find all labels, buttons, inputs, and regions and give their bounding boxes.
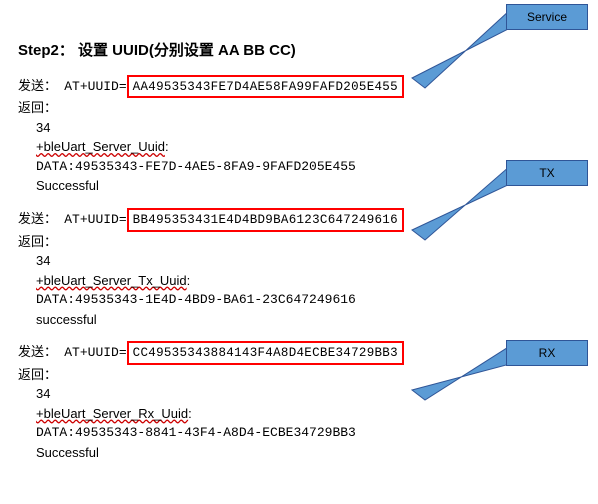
- uuid-block-service: 发送： AT+UUID=AA49535343FE7D4AE58FA99FAFD2…: [18, 75, 590, 196]
- uuid-redbox-service: AA49535343FE7D4AE58FA99FAFD205E455: [127, 75, 404, 99]
- send-label: 发送：: [18, 344, 57, 359]
- callout-rx: RX: [506, 340, 588, 366]
- return-34: 34: [36, 118, 590, 138]
- colon: :: [165, 139, 169, 154]
- response-success-2: successful: [36, 310, 590, 330]
- response-label-3: +bleUart_Server_Rx_Uuid: [36, 406, 188, 421]
- response-success-3: Successful: [36, 443, 590, 463]
- response-label-2: +bleUart_Server_Tx_Uuid: [36, 273, 187, 288]
- callout-service: Service: [506, 4, 588, 30]
- cmd-prefix: AT+UUID=: [64, 212, 126, 227]
- colon: :: [188, 406, 192, 421]
- return-34: 34: [36, 384, 590, 404]
- uuid-redbox-rx: CC49535343884143F4A8D4ECBE34729BB3: [127, 341, 404, 365]
- send-label: 发送：: [18, 211, 57, 226]
- return-label: 返回：: [18, 232, 590, 252]
- send-label: 发送：: [18, 78, 57, 93]
- response-data-2: DATA:49535343-1E4D-4BD9-BA61-23C64724961…: [36, 290, 590, 310]
- uuid-block-rx: 发送： AT+UUID=CC49535343884143F4A8D4ECBE34…: [18, 341, 590, 462]
- uuid-block-tx: 发送： AT+UUID=BB495353431E4D4BD9BA6123C647…: [18, 208, 590, 329]
- uuid-redbox-tx: BB495353431E4D4BD9BA6123C647249616: [127, 208, 404, 232]
- section-heading: Step2： 设置 UUID(分别设置 AA BB CC): [18, 40, 590, 63]
- response-data-3: DATA:49535343-8841-43F4-A8D4-ECBE34729BB…: [36, 423, 590, 443]
- callout-tx: TX: [506, 160, 588, 186]
- cmd-prefix: AT+UUID=: [64, 345, 126, 360]
- return-label: 返回：: [18, 365, 590, 385]
- response-label-1: +bleUart_Server_Uuid: [36, 139, 165, 154]
- document-body: Step2： 设置 UUID(分别设置 AA BB CC) 发送： AT+UUI…: [0, 0, 598, 462]
- return-label: 返回：: [18, 98, 590, 118]
- colon: :: [187, 273, 191, 288]
- cmd-prefix: AT+UUID=: [64, 79, 126, 94]
- return-34: 34: [36, 251, 590, 271]
